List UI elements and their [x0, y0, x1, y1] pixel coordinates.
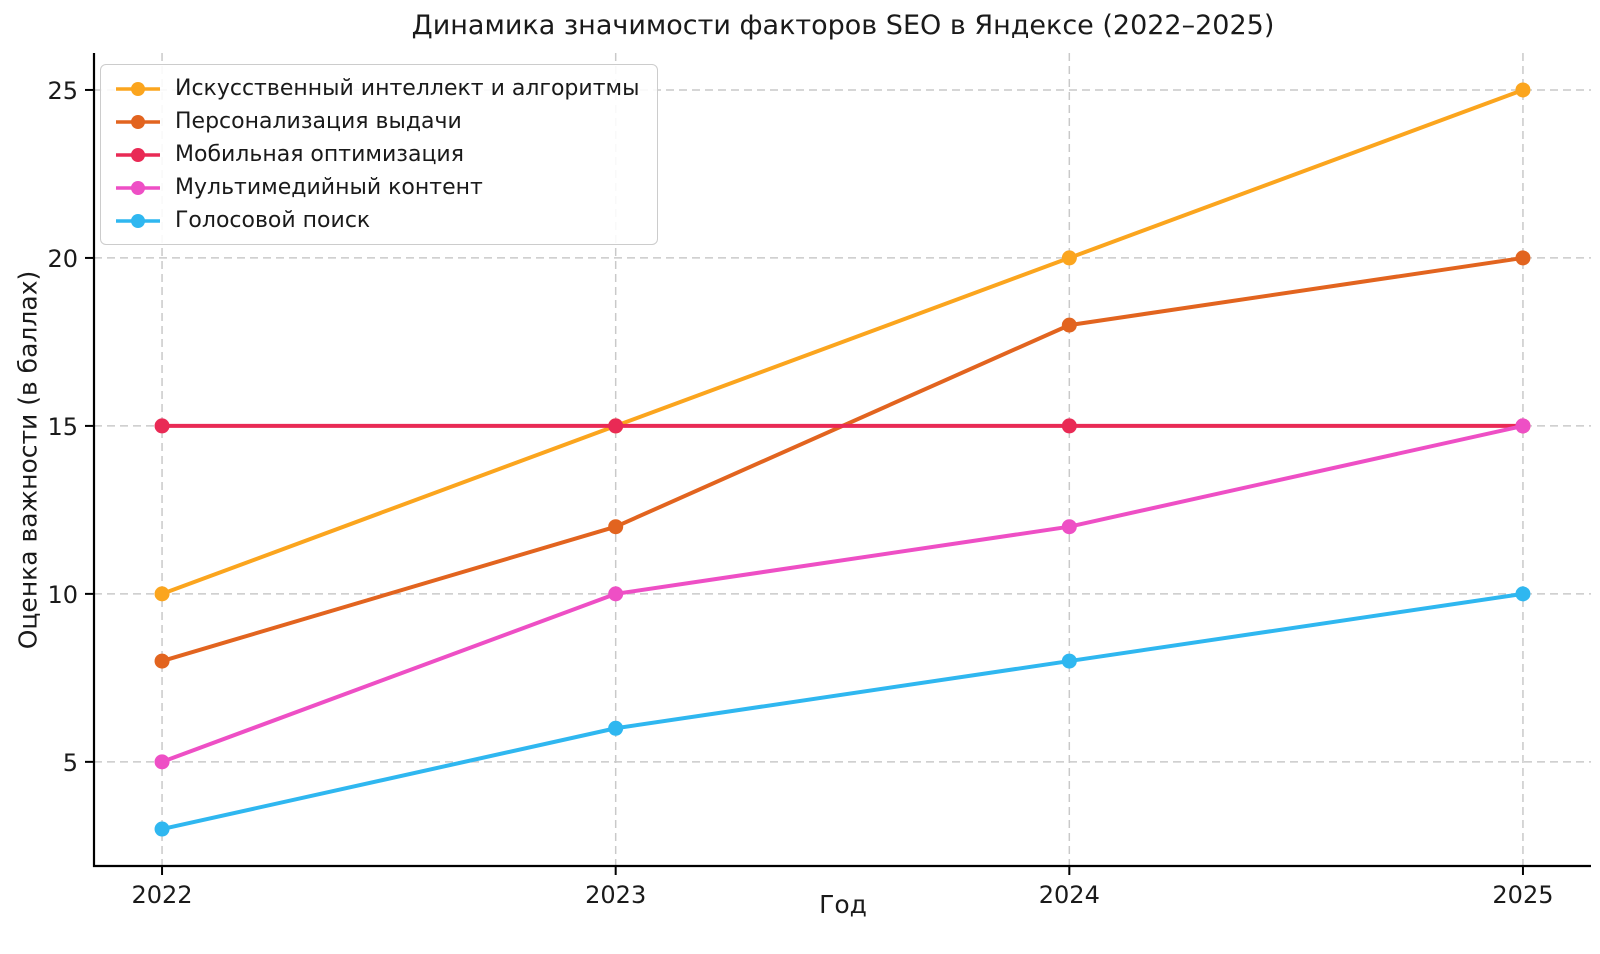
chart-title: Динамика значимости факторов SEO в Яндек… — [411, 10, 1275, 41]
data-point-4-1 — [608, 720, 624, 736]
legend-swatch-icon — [116, 81, 160, 96]
data-point-0-0 — [154, 586, 170, 602]
legend-label: Голосовой поиск — [175, 208, 371, 233]
legend: Искусственный интеллект и алгоритмы Персо… — [100, 64, 659, 245]
x-tick-label: 2024 — [1039, 881, 1100, 909]
data-point-3-3 — [1515, 418, 1531, 434]
legend-item-0: Искусственный интеллект и алгоритмы — [114, 72, 639, 105]
y-axis-label: Оценка важности (в баллах) — [13, 270, 43, 650]
series-line-0 — [160, 87, 1525, 596]
y-tick-label: 25 — [47, 77, 78, 105]
legend-item-1: Персонализация выдачи — [114, 105, 639, 138]
legend-label: Мобильная оптимизация — [175, 142, 464, 167]
legend-swatch-icon — [116, 213, 160, 228]
legend-item-3: Мультимедийный контент — [114, 171, 639, 204]
legend-swatch-icon — [116, 180, 160, 195]
legend-item-4: Голосовой поиск — [114, 204, 639, 237]
data-point-2-1 — [608, 418, 624, 434]
series-line-4 — [160, 591, 1525, 832]
series-line-1 — [160, 255, 1525, 664]
legend-label: Искусственный интеллект и алгоритмы — [175, 76, 640, 101]
data-point-4-0 — [154, 821, 170, 837]
legend-label: Персонализация выдачи — [175, 109, 462, 134]
y-tick-label: 5 — [63, 749, 78, 777]
data-point-3-0 — [154, 754, 170, 770]
data-point-3-1 — [608, 586, 624, 602]
legend-item-2: Мобильная оптимизация — [114, 138, 639, 171]
x-tick-label: 2022 — [132, 881, 193, 909]
x-axis-label: Год — [819, 890, 867, 919]
y-tick-label: 20 — [47, 245, 78, 273]
x-tick-label: 2023 — [585, 881, 646, 909]
legend-label: Мультимедийный контент — [175, 175, 483, 200]
data-point-4-3 — [1515, 586, 1531, 602]
data-point-0-2 — [1061, 250, 1077, 266]
data-point-2-0 — [154, 418, 170, 434]
legend-swatch-icon — [116, 114, 160, 129]
data-point-4-2 — [1061, 653, 1077, 669]
x-tick-label: 2025 — [1492, 881, 1553, 909]
data-point-1-2 — [1061, 317, 1077, 333]
y-tick-label: 10 — [47, 581, 78, 609]
data-point-1-0 — [154, 653, 170, 669]
data-point-3-2 — [1061, 519, 1077, 535]
data-point-1-1 — [608, 519, 624, 535]
series-line-3 — [160, 423, 1525, 764]
data-point-0-3 — [1515, 82, 1531, 98]
y-tick-label: 15 — [47, 413, 78, 441]
data-point-2-2 — [1061, 418, 1077, 434]
data-point-1-3 — [1515, 250, 1531, 266]
legend-swatch-icon — [116, 147, 160, 162]
